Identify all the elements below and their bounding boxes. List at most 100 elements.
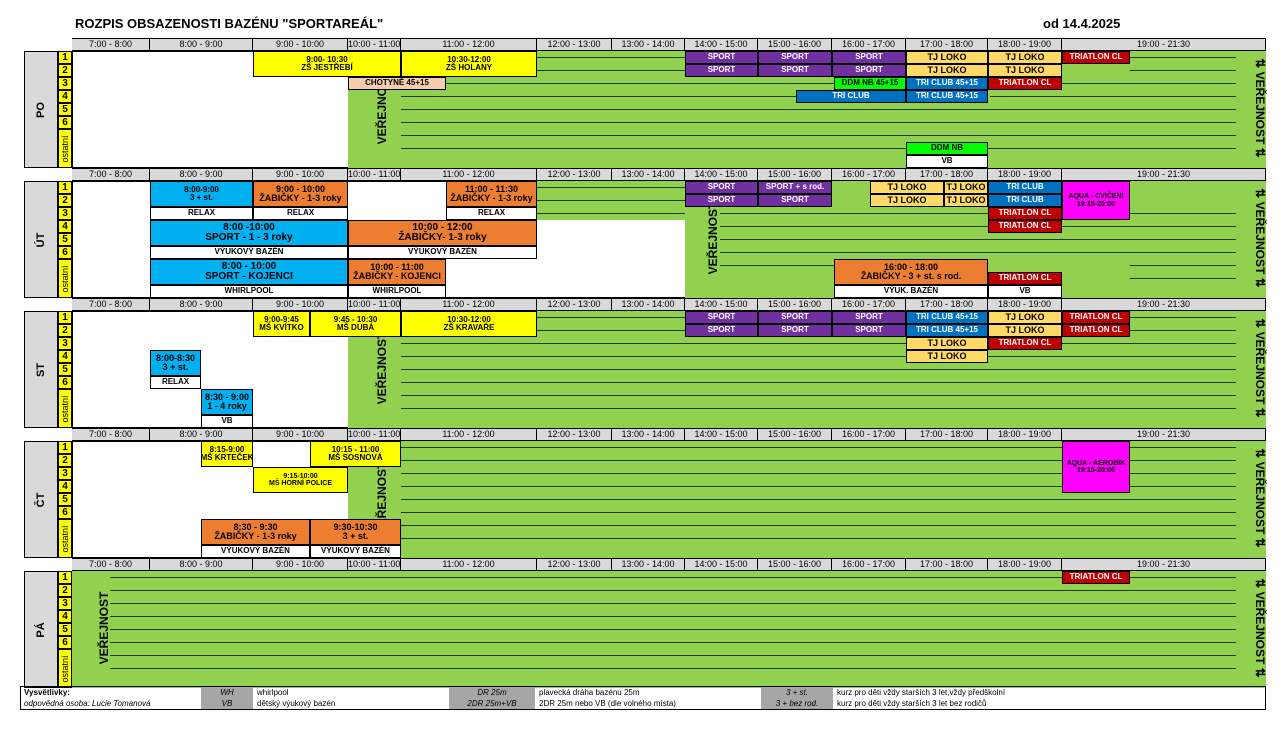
lane-divider — [401, 135, 1236, 136]
lane-number: 3 — [58, 207, 72, 220]
booking-block: 9:00-9:45 MŠ KVÍTKO — [253, 311, 310, 337]
day-label: PO — [24, 51, 58, 168]
legend-vb: VB — [201, 698, 253, 709]
lane-divider — [537, 317, 685, 318]
lane-divider — [110, 668, 1236, 669]
block-text: TJ LOKO — [1005, 324, 1045, 335]
time-slot-header: 11:00 - 12:00 — [401, 39, 537, 50]
lane-divider — [401, 499, 1236, 500]
lane-divider — [1130, 473, 1236, 474]
block-text: SPORT — [855, 325, 883, 335]
time-slot-header: 8:00 - 9:00 — [150, 429, 253, 440]
time-slot-header: 7:00 - 8:00 — [72, 559, 150, 570]
ostatni-text: ostatní — [60, 654, 70, 683]
booking-block: TRI CLUB 45+15 — [906, 90, 988, 103]
block-text: TJ LOKO — [946, 181, 986, 192]
lane-divider — [537, 187, 685, 188]
block-text: TJ LOKO — [927, 51, 967, 62]
booking-block: TJ LOKO — [906, 350, 988, 363]
valid-from-date: od 14.4.2025 — [1043, 16, 1121, 31]
time-header-row: 7:00 - 8:00 8:00 - 9:00 9:00 - 10:00 10:00 … — [72, 298, 1266, 311]
lane-divider — [110, 603, 1236, 604]
lane-number: 2 — [58, 454, 72, 467]
time-slot-header: 19:00 - 21:30 — [1062, 299, 1266, 310]
lane-number: 6 — [58, 506, 72, 519]
block-text: TJ LOKO — [1005, 64, 1045, 75]
time-slot-header: 15:00 - 16:00 — [758, 559, 832, 570]
time-slot-header: 9:00 - 10:00 — [253, 39, 348, 50]
time-slot-header: 7:00 - 8:00 — [72, 299, 150, 310]
block-text: 8:00 - 10:00 — [221, 260, 277, 272]
legend: Vysvětlivky: odpovědná osoba: Lucie Toma… — [20, 686, 1266, 710]
block-text: WHIRLPOOL — [224, 286, 274, 296]
block-text: SPORT — [707, 65, 736, 75]
booking-block: TRIATLON CL — [1062, 324, 1130, 337]
time-slot-header: 11:00 - 12:00 — [401, 559, 537, 570]
booking-block: 10:30-12:00 ZŠ KRAVAŘE — [401, 311, 537, 337]
block-text: SPORT — [781, 325, 809, 335]
booking-block: TRIATLON CL — [1062, 51, 1130, 64]
lane-divider — [110, 655, 1236, 656]
time-slot-header: 11:00 - 12:00 — [401, 169, 537, 180]
legend-wh-desc: whirlpool — [257, 688, 289, 697]
block-text: 8:00 -10:00 — [223, 221, 275, 233]
block-text: VÝUKOVÝ BAZÉN — [408, 247, 477, 257]
block-text: TRI CLUB — [1006, 195, 1044, 205]
lane-divider — [1130, 265, 1236, 266]
booking-block: TJ LOKO — [988, 51, 1062, 64]
lane-number: 5 — [58, 363, 72, 376]
legend-bez: 3 + bez rod. — [761, 698, 833, 709]
legend-vb-desc: dětský výukový bazén — [257, 699, 336, 708]
booking-block: 8:00-9:00 3 + st. — [150, 181, 253, 207]
time-slot-header: 15:00 - 16:00 — [758, 429, 832, 440]
time-header-row: 7:00 - 8:00 8:00 - 9:00 9:00 - 10:00 10:00 … — [72, 428, 1266, 441]
time-slot-header: 16:00 - 17:00 — [832, 429, 906, 440]
booking-block: SPORT — [758, 311, 832, 324]
lane-number: 2 — [58, 324, 72, 337]
booking-block: TRIATLON CL — [988, 220, 1062, 233]
block-text: SPORT — [855, 52, 883, 62]
lane-divider — [720, 265, 834, 266]
lane-divider — [537, 200, 685, 201]
booking-block: VÝUKOVÝ BAZÉN — [201, 545, 310, 558]
time-slot-header: 13:00 - 14:00 — [612, 169, 685, 180]
block-text: TRI CLUB 45+15 — [915, 312, 979, 322]
block-text: TRIATLON CL — [998, 273, 1052, 283]
time-slot-header: 12:00 - 13:00 — [537, 559, 612, 570]
booking-block: TRIATLON CL — [1062, 311, 1130, 324]
booking-block: VB — [988, 285, 1062, 298]
block-text: 10:30-12:00 — [447, 54, 491, 64]
lane-divider — [110, 577, 1062, 578]
block-text: ZŠ JESTŘEBÍ — [301, 63, 353, 72]
block-text: SPORT — [855, 312, 883, 322]
block-text: RELAX — [187, 208, 216, 218]
block-text: TRI CLUB 45+15 — [915, 91, 979, 101]
booking-block: SPORT — [832, 51, 906, 64]
lane-divider — [1130, 460, 1236, 461]
booking-block: 10:00 - 11:00 ŽABIČKY - KOJENCI — [348, 259, 446, 285]
lane-divider — [401, 512, 1236, 513]
ostatni-text: ostatní — [60, 134, 70, 163]
time-slot-header: 12:00 - 13:00 — [537, 429, 612, 440]
day-label: ÚT — [24, 181, 58, 298]
block-text: SPORT — [781, 195, 809, 205]
booking-block: WHIRLPOOL — [348, 285, 446, 298]
booking-block: TRI CLUB — [796, 90, 906, 103]
block-text: MŠ HORNÍ POLICE — [268, 480, 332, 487]
block-text: 19:15-20:00 — [1076, 467, 1116, 474]
legend-wh: WH — [201, 687, 253, 698]
block-text: SPORT — [781, 312, 809, 322]
time-slot-header: 10:00 - 11:00 — [348, 559, 401, 570]
day-name: ST — [35, 362, 47, 377]
booking-block: 8:30 - 9:30 ŽABIČKY - 1-3 roky — [201, 519, 310, 545]
block-text: TRIATLON CL — [1069, 52, 1123, 62]
public-label-right: ⇅ VEŘEJNOST ⇅ — [1253, 58, 1267, 158]
block-text: TJ LOKO — [927, 350, 967, 361]
time-slot-header: 13:00 - 14:00 — [612, 39, 685, 50]
time-slot-header: 9:00 - 10:00 — [253, 559, 348, 570]
booking-block: 11:00 - 11:30 ŽABIČKY - 1-3 roky — [446, 181, 537, 207]
block-text: RELAX — [161, 377, 190, 387]
time-slot-header: 10:00 - 11:00 — [348, 39, 401, 50]
block-text: TRI CLUB — [1006, 182, 1044, 192]
time-slot-header: 17:00 - 18:00 — [906, 39, 988, 50]
